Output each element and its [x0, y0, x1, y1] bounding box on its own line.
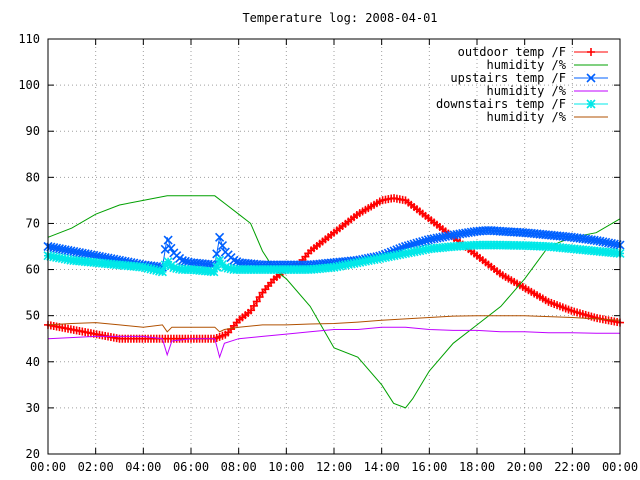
series-1 — [47, 195, 621, 409]
legend-label: upstairs temp /F — [450, 71, 566, 85]
y-tick-label: 80 — [26, 170, 40, 184]
legend-label: humidity /% — [487, 110, 567, 124]
data-point — [415, 237, 425, 247]
data-point — [157, 267, 167, 277]
legend-label: humidity /% — [487, 84, 567, 98]
series-3 — [47, 326, 620, 359]
x-tick-label: 18:00 — [459, 460, 495, 474]
legend-marker — [586, 73, 596, 83]
x-tick-label: 14:00 — [364, 460, 400, 474]
x-tick-label: 06:00 — [173, 460, 209, 474]
data-point — [418, 236, 428, 247]
data-point — [412, 238, 422, 248]
chart-title: Temperature log: 2008-04-01 — [242, 11, 437, 25]
series-layer — [43, 194, 625, 409]
x-tick-label: 16:00 — [411, 460, 447, 474]
series-line — [47, 315, 621, 333]
y-tick-label: 40 — [26, 355, 40, 369]
legend-label: outdoor temp /F — [458, 45, 566, 59]
legend-label: downstairs temp /F — [436, 97, 566, 111]
data-point — [252, 297, 261, 306]
x-tick-label: 04:00 — [125, 460, 161, 474]
y-tick-label: 100 — [18, 78, 40, 92]
y-tick-label: 110 — [18, 32, 40, 46]
legend-marker — [586, 99, 596, 109]
data-point — [249, 301, 258, 310]
y-tick-label: 70 — [26, 216, 40, 230]
x-tick-label: 02:00 — [78, 460, 114, 474]
data-point — [217, 241, 228, 251]
y-tick-label: 50 — [26, 309, 40, 323]
y-tick-label: 60 — [26, 263, 40, 277]
x-axis-ticks: 00:00 02:00 04:00 06:00 08:00 10:00 12:00 14:00… — [30, 39, 638, 474]
series-line — [47, 195, 621, 409]
x-tick-label: 10:00 — [268, 460, 304, 474]
series-5 — [47, 315, 621, 333]
y-tick-label: 90 — [26, 124, 40, 138]
x-tick-label: 22:00 — [554, 460, 590, 474]
x-tick-label: 00:00 — [30, 460, 66, 474]
legend-label: humidity /% — [487, 58, 567, 72]
data-point — [163, 235, 173, 245]
x-tick-label: 00:00 — [602, 460, 638, 474]
data-point — [247, 306, 256, 315]
data-point — [166, 243, 176, 253]
series-line — [47, 326, 620, 359]
y-tick-label: 30 — [26, 401, 40, 415]
x-tick-label: 20:00 — [507, 460, 543, 474]
y-axis-ticks: 20 30 40 50 60 70 80 90 100 110 — [18, 32, 620, 461]
data-point — [215, 232, 225, 242]
data-point — [255, 293, 264, 302]
x-tick-label: 12:00 — [316, 460, 352, 474]
y-tick-label: 20 — [26, 447, 40, 461]
legend-marker — [587, 48, 595, 56]
series-4 — [43, 240, 625, 277]
x-tick-label: 08:00 — [221, 460, 257, 474]
